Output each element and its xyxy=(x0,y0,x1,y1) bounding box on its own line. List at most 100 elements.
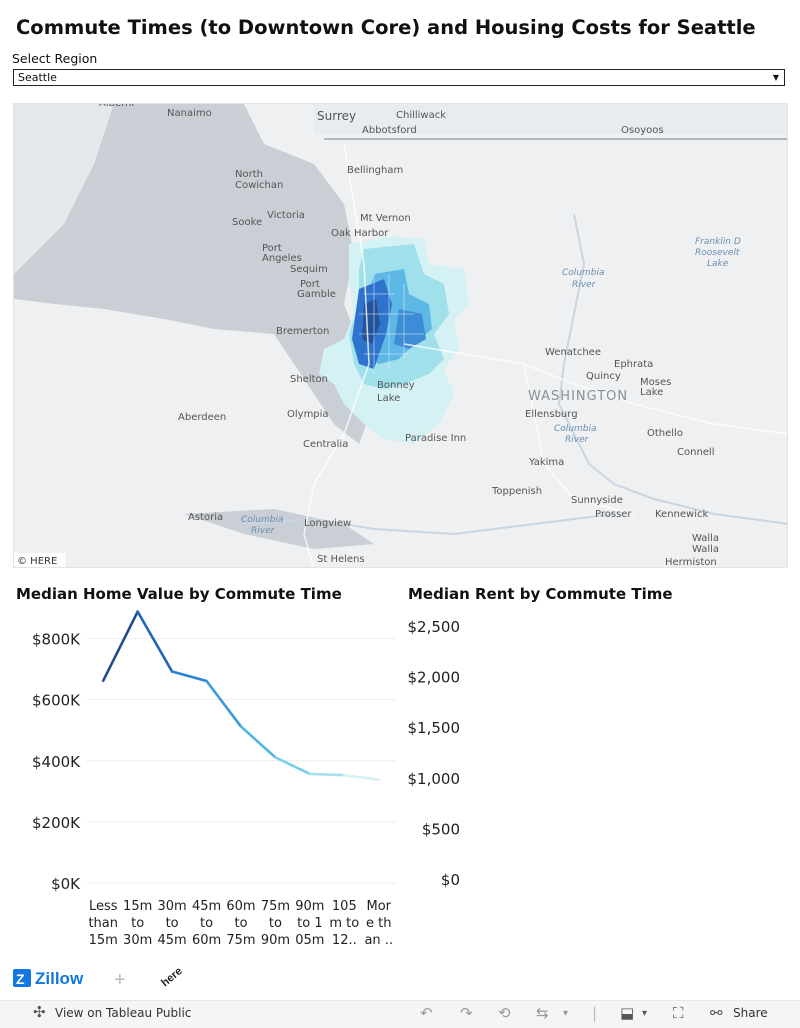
x-tick-label: 30m xyxy=(158,899,187,914)
x-tick-label: than xyxy=(88,916,118,931)
svg-text:Wenatchee: Wenatchee xyxy=(545,347,601,358)
svg-text:River: River xyxy=(572,280,597,290)
x-tick-label: e th xyxy=(366,916,391,931)
x-tick-label: to 1 xyxy=(297,916,322,931)
x-tick-label: to xyxy=(131,916,144,931)
svg-text:Nanaimo: Nanaimo xyxy=(167,108,212,119)
svg-text:Cowichan: Cowichan xyxy=(235,180,283,191)
x-tick-label: to xyxy=(166,916,179,931)
view-on-tableau-link[interactable]: View on Tableau Public xyxy=(55,1006,192,1020)
svg-text:Lake: Lake xyxy=(377,393,400,404)
svg-text:Ephrata: Ephrata xyxy=(614,359,653,370)
y-tick-label: $200K xyxy=(32,814,81,832)
data-point[interactable] xyxy=(271,753,279,761)
x-tick-label: to xyxy=(200,916,213,931)
zillow-logo[interactable]: Z Zillow xyxy=(13,969,84,988)
data-point[interactable] xyxy=(203,677,211,685)
region-dropdown-value: Seattle xyxy=(18,71,57,84)
x-tick-label: an .. xyxy=(364,933,393,948)
series-line-segment xyxy=(308,772,346,777)
svg-text:Walla: Walla xyxy=(692,533,719,544)
svg-text:Toppenish: Toppenish xyxy=(491,486,542,497)
x-tick-label: 105 xyxy=(332,899,357,914)
x-tick-label: 15m xyxy=(123,899,152,914)
footer-logos: Z Zillow + here xyxy=(13,965,213,995)
region-dropdown[interactable]: Seattle ▼ xyxy=(13,69,785,86)
x-tick-label: m to xyxy=(329,916,359,931)
data-point[interactable] xyxy=(237,723,245,731)
svg-text:Othello: Othello xyxy=(647,428,683,439)
y-tick-label: $400K xyxy=(32,753,81,771)
region-select-label: Select Region xyxy=(12,51,98,66)
fullscreen-icon[interactable]: ⛶ xyxy=(673,1004,684,1022)
download-icon[interactable]: ⬓ xyxy=(620,1004,635,1022)
svg-text:Abbotsford: Abbotsford xyxy=(362,125,417,136)
svg-text:Olympia: Olympia xyxy=(287,409,329,420)
svg-text:Bellingham: Bellingham xyxy=(347,165,403,176)
svg-text:Bonney: Bonney xyxy=(377,380,415,391)
refresh-dropdown-icon[interactable]: ▾ xyxy=(563,1008,569,1019)
data-point[interactable] xyxy=(340,771,348,779)
data-point[interactable] xyxy=(306,770,314,778)
x-tick-label: 75m xyxy=(261,899,290,914)
svg-text:Port: Port xyxy=(262,243,282,254)
svg-text:Franklin D: Franklin D xyxy=(695,237,741,247)
home-value-chart[interactable]: $0K $200K $400K $600K $800K Less than 15m 15m to 3… xyxy=(0,608,400,953)
y-tick-label: $1,500 xyxy=(408,719,461,737)
y-tick-label: $600K xyxy=(32,692,81,710)
svg-text:Gamble: Gamble xyxy=(297,289,336,300)
svg-text:Prosser: Prosser xyxy=(595,509,632,520)
revert-icon[interactable]: ⟲ xyxy=(498,1004,511,1022)
share-button[interactable]: Share xyxy=(733,1006,768,1020)
x-tick-label: 90m xyxy=(261,933,290,948)
x-tick-label: 45m xyxy=(192,899,221,914)
data-point[interactable] xyxy=(134,608,142,616)
y-tick-label: $2,000 xyxy=(408,669,461,687)
x-tick-label: to xyxy=(269,916,282,931)
svg-text:Sequim: Sequim xyxy=(290,264,328,275)
svg-text:Victoria: Victoria xyxy=(267,210,305,221)
svg-text:Z: Z xyxy=(16,971,25,987)
y-tick-label: $1,000 xyxy=(408,770,461,788)
refresh-icon[interactable]: ⇆ xyxy=(536,1004,549,1022)
svg-text:Bremerton: Bremerton xyxy=(276,326,329,337)
svg-text:Columbia: Columbia xyxy=(554,424,597,434)
tableau-logo-icon: ✣ xyxy=(33,1003,46,1021)
svg-text:Port: Port xyxy=(300,279,320,290)
series-line-segment xyxy=(136,610,174,673)
x-tick-label: 60m xyxy=(226,899,255,914)
toolbar-divider: | xyxy=(592,1004,598,1022)
rent-line-chart: $0$500$1,000$1,500$2,000$2,500Lessthan15… xyxy=(408,618,461,889)
y-tick-label: $500 xyxy=(422,820,460,838)
x-tick-label: 90m xyxy=(295,899,324,914)
svg-text:Mt Vernon: Mt Vernon xyxy=(360,213,411,224)
data-point[interactable] xyxy=(375,776,383,784)
rent-chart[interactable]: $0$500$1,000$1,500$2,000$2,500Lessthan15… xyxy=(400,608,800,953)
region-map[interactable]: Alberni Nanaimo Surrey Chilliwack Abbots… xyxy=(13,103,788,568)
data-point[interactable] xyxy=(168,668,176,676)
share-icon[interactable]: ⚯ xyxy=(710,1004,723,1022)
x-tick-label: 05m xyxy=(295,933,324,948)
here-logo[interactable]: here xyxy=(159,965,185,989)
svg-text:Lake: Lake xyxy=(707,259,729,269)
x-tick-label: 15m xyxy=(89,933,118,948)
data-point[interactable] xyxy=(99,677,107,685)
x-tick-label: Less xyxy=(89,899,118,914)
svg-text:Surrey: Surrey xyxy=(317,109,356,123)
svg-text:Centralia: Centralia xyxy=(303,439,348,450)
svg-text:North: North xyxy=(235,169,263,180)
svg-text:Astoria: Astoria xyxy=(188,512,223,523)
map-place-label: Alberni xyxy=(99,104,134,109)
redo-icon[interactable]: ↷ xyxy=(460,1004,473,1022)
svg-text:Moses: Moses xyxy=(640,377,671,388)
svg-text:Columbia: Columbia xyxy=(562,268,605,278)
rent-chart-title: Median Rent by Commute Time xyxy=(408,585,673,603)
home-value-chart-title: Median Home Value by Commute Time xyxy=(16,585,342,603)
svg-text:Yakima: Yakima xyxy=(528,457,564,468)
undo-icon[interactable]: ↶ xyxy=(420,1004,433,1022)
x-tick-label: 75m xyxy=(226,933,255,948)
svg-text:Sunnyside: Sunnyside xyxy=(571,495,623,506)
svg-text:Zillow: Zillow xyxy=(35,969,84,988)
tableau-toolbar: ✣ View on Tableau Public ↶ ↷ ⟲ ⇆ ▾ | ⬓ ▾… xyxy=(0,1000,800,1028)
download-dropdown-icon[interactable]: ▾ xyxy=(642,1008,648,1019)
